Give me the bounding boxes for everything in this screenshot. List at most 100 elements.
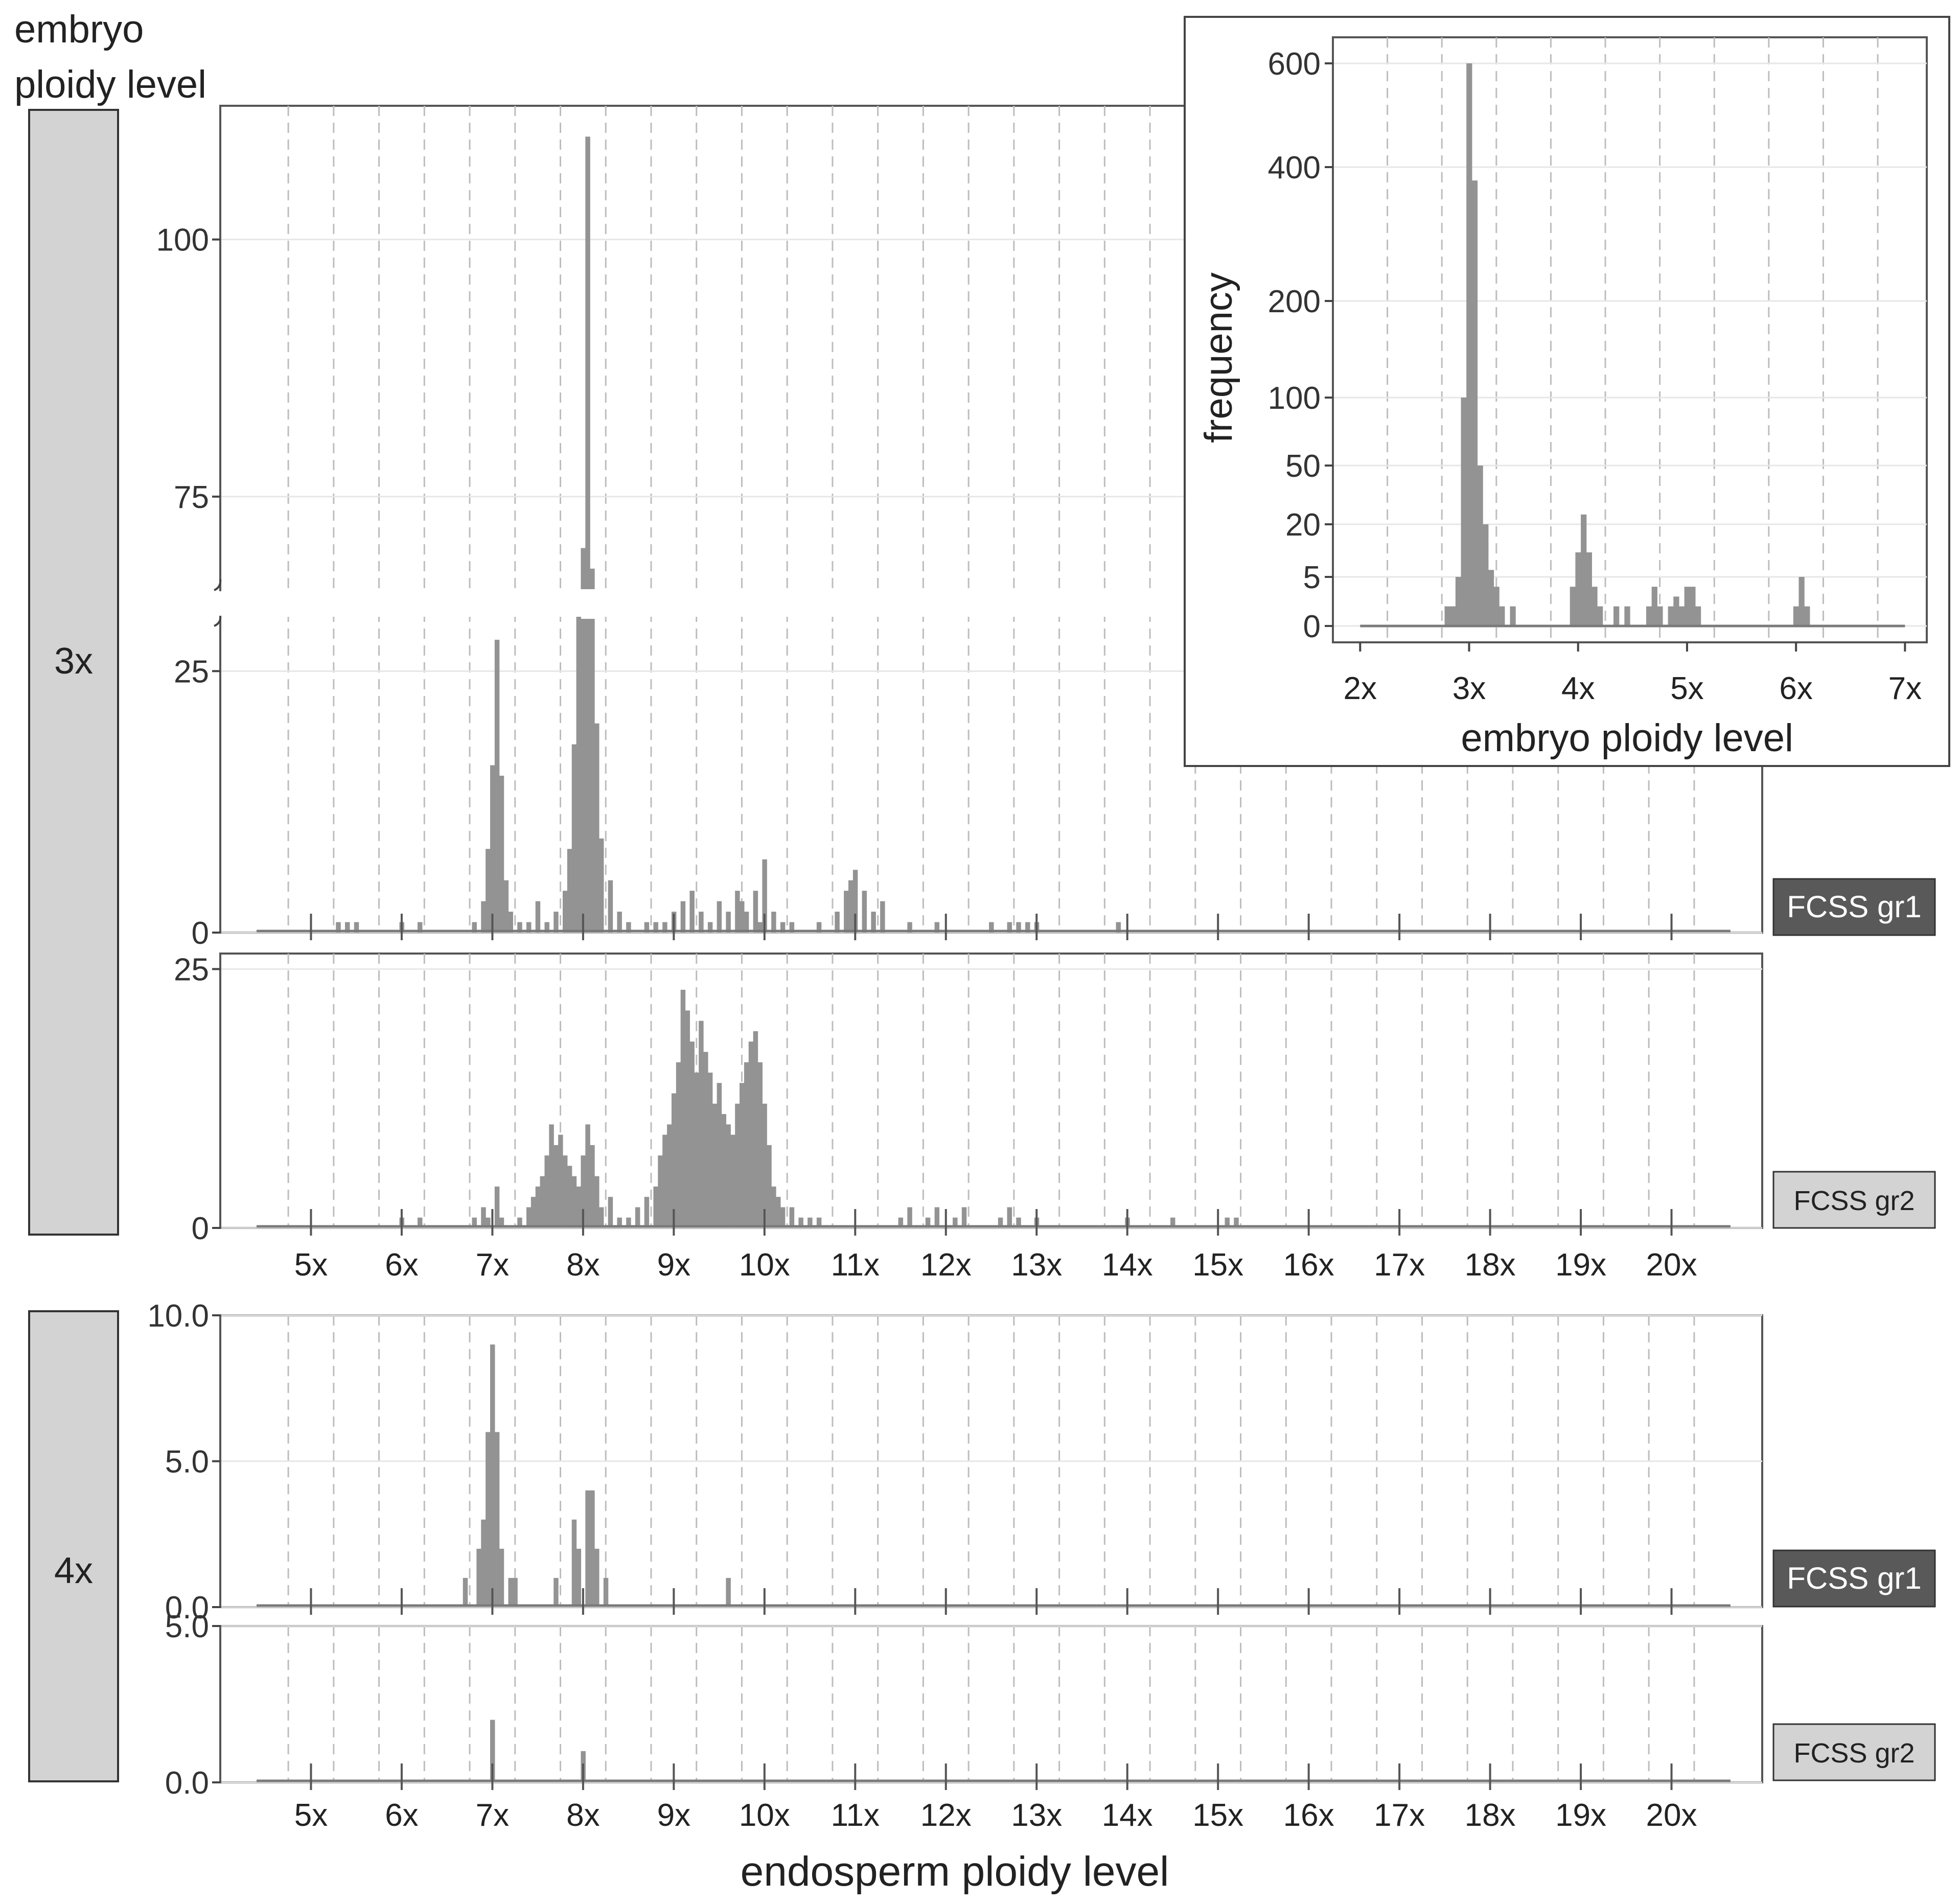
- histogram-bar: [1793, 606, 1800, 626]
- histogram-bar: [554, 1577, 559, 1606]
- group-strip-label: 4x: [54, 1550, 93, 1591]
- histogram-bar: [1684, 587, 1690, 626]
- histogram-bar: [562, 1155, 568, 1226]
- histogram-bar: [880, 901, 885, 933]
- histogram-bar: [576, 1186, 582, 1226]
- x-tick-label: 5x: [294, 1798, 328, 1833]
- histogram-bar: [526, 1207, 532, 1226]
- panel-3x-gr2: 0 25 FCSS gr2 5x 6x 7x 8x 9x 10x 11x 12x 13x 14x 15x 1…: [174, 952, 1936, 1283]
- x-tick-label: 18x: [1465, 1798, 1516, 1833]
- histogram-bar: [735, 891, 740, 933]
- histogram-bar: [1007, 1207, 1012, 1226]
- histogram-bar: [676, 1062, 681, 1226]
- histogram-bar: [481, 1519, 486, 1606]
- histogram-bar: [707, 1073, 713, 1226]
- histogram-bar: [671, 1093, 677, 1226]
- histogram-bar: [535, 901, 541, 933]
- x-tick-label: 7x: [1888, 671, 1922, 706]
- histogram-bar: [644, 922, 650, 933]
- y-tick-label: 0.0: [165, 1766, 209, 1801]
- x-tick-label: 15x: [1192, 1798, 1243, 1833]
- histogram-bar: [907, 922, 912, 933]
- group-strip-label: 3x: [54, 641, 93, 682]
- histogram-bar: [486, 1432, 491, 1606]
- histogram-bar: [771, 912, 776, 933]
- x-tick-label: 16x: [1283, 1247, 1334, 1283]
- histogram-bar: [490, 765, 495, 933]
- plot-frame: [219, 1625, 1763, 1783]
- histogram-bar: [590, 568, 595, 589]
- histogram-bar: [757, 1062, 763, 1226]
- x-tick-label: 7x: [476, 1247, 509, 1283]
- x-tick-label: 9x: [657, 1247, 690, 1283]
- histogram-bar: [844, 891, 849, 933]
- histogram-bar: [1471, 180, 1478, 626]
- histogram-bar: [336, 922, 341, 933]
- histogram-bar: [653, 922, 658, 933]
- histogram-bar: [1007, 922, 1012, 933]
- histogram-bar: [608, 880, 613, 933]
- x-tick-label: 17x: [1374, 1798, 1425, 1833]
- x-tick-label: 9x: [657, 1798, 690, 1833]
- histogram-bar: [472, 1217, 477, 1226]
- corner-title-line1: embryo: [14, 8, 144, 51]
- histogram-bar: [1466, 63, 1472, 626]
- histogram-bar: [1499, 606, 1505, 626]
- histogram-bar: [1234, 1217, 1239, 1226]
- x-tick-label: 14x: [1102, 1798, 1153, 1833]
- y-tick-label: 0: [192, 916, 209, 951]
- histogram-bar: [463, 1577, 468, 1606]
- histogram-bar: [744, 912, 749, 933]
- histogram-bar: [653, 1186, 658, 1226]
- group-strip-4x: [28, 1310, 119, 1782]
- histogram-bar: [998, 1217, 1003, 1226]
- panel-label-box: [1772, 1171, 1936, 1229]
- histogram-bar: [735, 1103, 740, 1226]
- histogram-bar: [354, 922, 359, 933]
- histogram-bar: [544, 922, 549, 933]
- x-tick-label: 17x: [1374, 1247, 1425, 1283]
- histogram-bar: [699, 1020, 704, 1226]
- histogram-bar: [503, 880, 509, 933]
- y-tick-label: 0: [192, 1211, 209, 1246]
- axis-break-mark: [214, 615, 222, 627]
- histogram-bar: [767, 1145, 772, 1226]
- histogram-bar: [499, 776, 504, 933]
- panel-label-box: [1772, 1549, 1936, 1608]
- histogram-bar: [757, 922, 763, 933]
- x-tick-label: 6x: [1779, 671, 1812, 706]
- histogram-bar: [1016, 1217, 1021, 1226]
- histogram-bar: [617, 912, 622, 933]
- histogram-bar: [590, 1145, 595, 1226]
- inset-y-axis-title: frequency: [1197, 272, 1240, 443]
- x-tick-label: 7x: [476, 1798, 509, 1833]
- histogram-bar: [1581, 514, 1587, 626]
- histogram-bar: [531, 1197, 536, 1226]
- x-tick-label: 13x: [1011, 1798, 1062, 1833]
- group-strips: 3x 4x: [28, 109, 119, 1782]
- y-tick-label: 5.0: [165, 1445, 209, 1480]
- histogram-bar: [717, 901, 722, 933]
- histogram-bar: [934, 1207, 940, 1226]
- histogram-bar: [1493, 587, 1500, 626]
- histogram-bar: [694, 1073, 699, 1226]
- histogram-bar: [549, 1124, 554, 1226]
- x-tick-label: 14x: [1102, 1247, 1153, 1283]
- histogram-bar: [476, 1548, 481, 1606]
- x-tick-label: 2x: [1344, 671, 1377, 706]
- histogram-bar: [1592, 587, 1598, 626]
- histogram-bar: [626, 922, 631, 933]
- histogram-bar: [667, 1124, 672, 1226]
- histogram-bar: [508, 912, 513, 933]
- y-tick-label: 10.0: [147, 1298, 209, 1334]
- y-tick-label: 25: [174, 952, 209, 987]
- histogram-bar: [658, 1155, 663, 1226]
- histogram-bar: [567, 1166, 572, 1226]
- histogram-bar: [554, 1145, 559, 1226]
- inset-x-axis-title: embryo ploidy level: [1461, 716, 1793, 760]
- histogram-bar: [934, 922, 940, 933]
- histogram-bar: [1678, 606, 1685, 626]
- histogram-bar: [835, 912, 840, 933]
- histogram-bar: [1597, 606, 1603, 626]
